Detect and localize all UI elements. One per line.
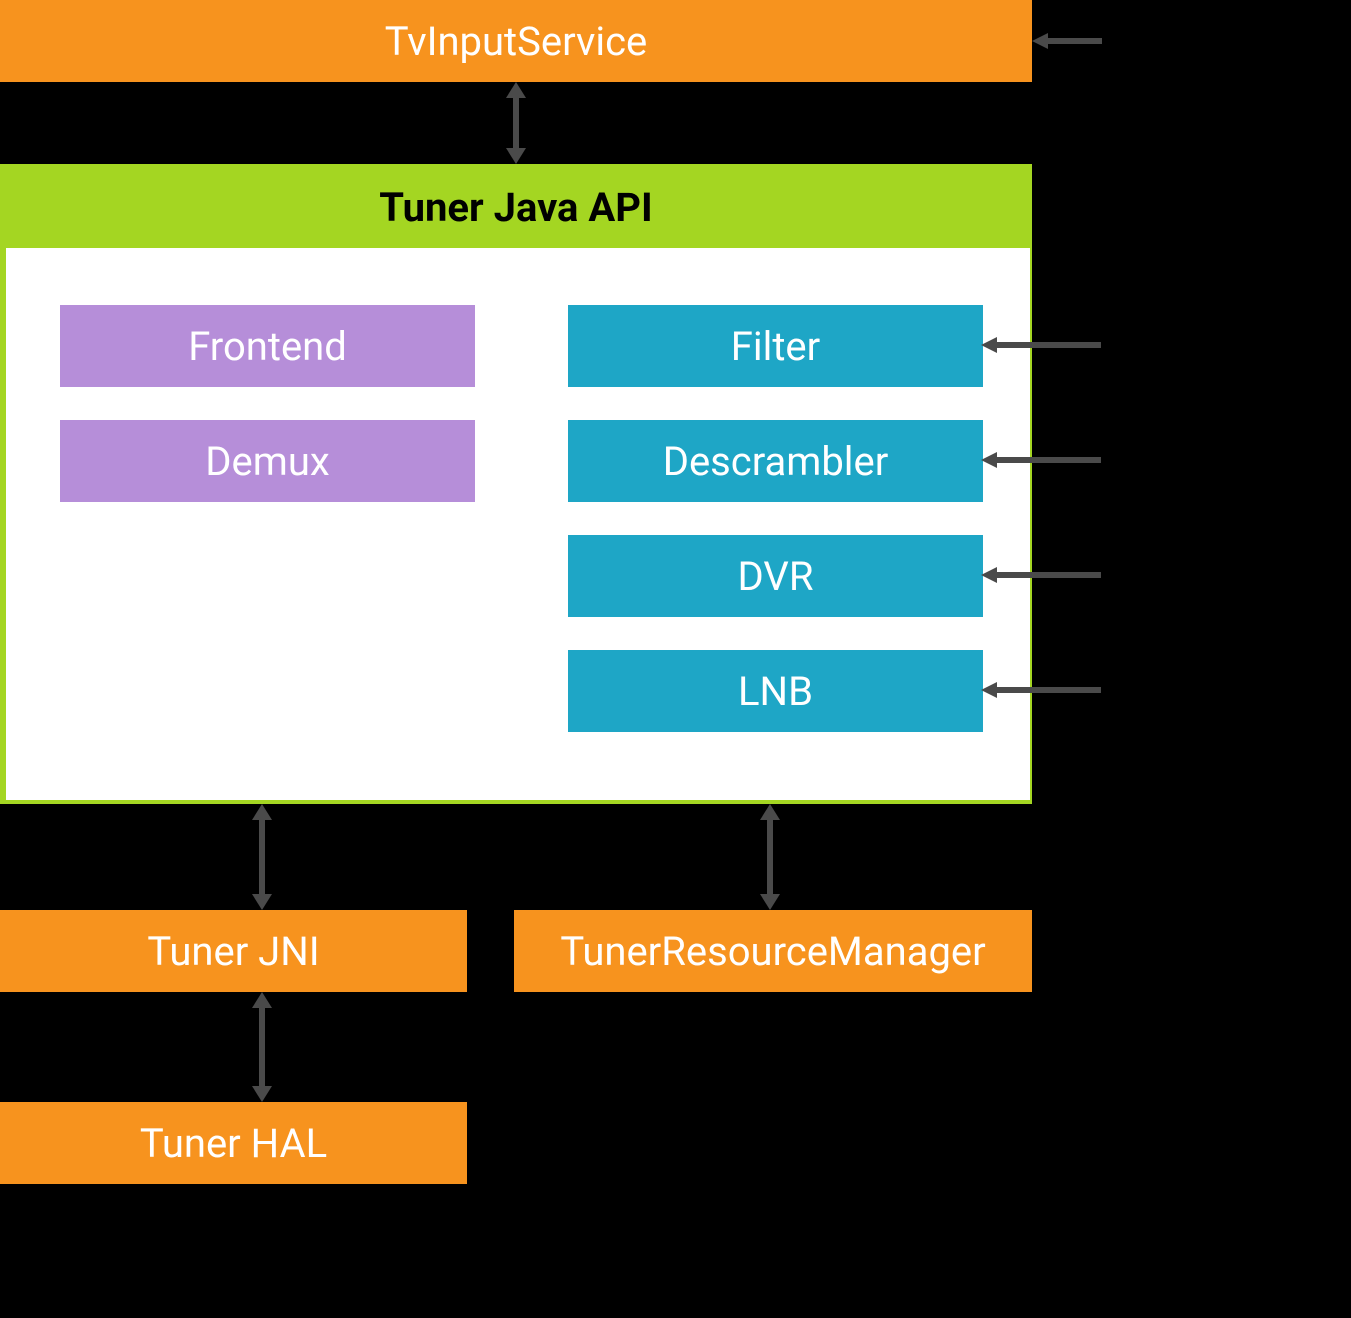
arrow-to-dvr (981, 564, 1101, 586)
frontend-label: Frontend (188, 323, 347, 370)
tuner-jni-label: Tuner JNI (147, 928, 319, 975)
tuner-java-api-container: Tuner Java API Frontend Demux Filter Des… (0, 164, 1032, 804)
tuner-hal-label: Tuner HAL (140, 1120, 327, 1167)
arrow-api-to-trm (752, 804, 788, 910)
arrow-api-to-jni (244, 804, 280, 910)
descrambler-label: Descrambler (663, 438, 889, 485)
demux-box: Demux (60, 420, 475, 502)
demux-label: Demux (205, 438, 329, 485)
arrow-to-lnb (981, 679, 1101, 701)
tuner-java-api-label: Tuner Java API (379, 184, 652, 231)
lnb-box: LNB (568, 650, 983, 732)
lnb-label: LNB (738, 668, 813, 715)
arrow-tis-to-api (498, 82, 534, 164)
filter-box: Filter (568, 305, 983, 387)
tv-input-service-label: TvInputService (385, 18, 648, 65)
filter-label: Filter (731, 323, 820, 370)
tuner-hal-box: Tuner HAL (0, 1102, 467, 1184)
arrow-to-descrambler (981, 449, 1101, 471)
arrow-to-tv-input-service (1032, 30, 1102, 52)
dvr-box: DVR (568, 535, 983, 617)
descrambler-box: Descrambler (568, 420, 983, 502)
frontend-box: Frontend (60, 305, 475, 387)
tuner-resource-manager-label: TunerResourceManager (560, 928, 985, 975)
arrow-to-filter (981, 334, 1101, 356)
tuner-java-api-body: Frontend Demux Filter Descrambler DVR LN… (6, 248, 1030, 800)
arrow-jni-to-hal (244, 992, 280, 1102)
tuner-java-api-header: Tuner Java API (2, 166, 1030, 248)
tv-input-service-box: TvInputService (0, 0, 1032, 82)
dvr-label: DVR (738, 553, 814, 600)
tuner-jni-box: Tuner JNI (0, 910, 467, 992)
tuner-resource-manager-box: TunerResourceManager (514, 910, 1032, 992)
